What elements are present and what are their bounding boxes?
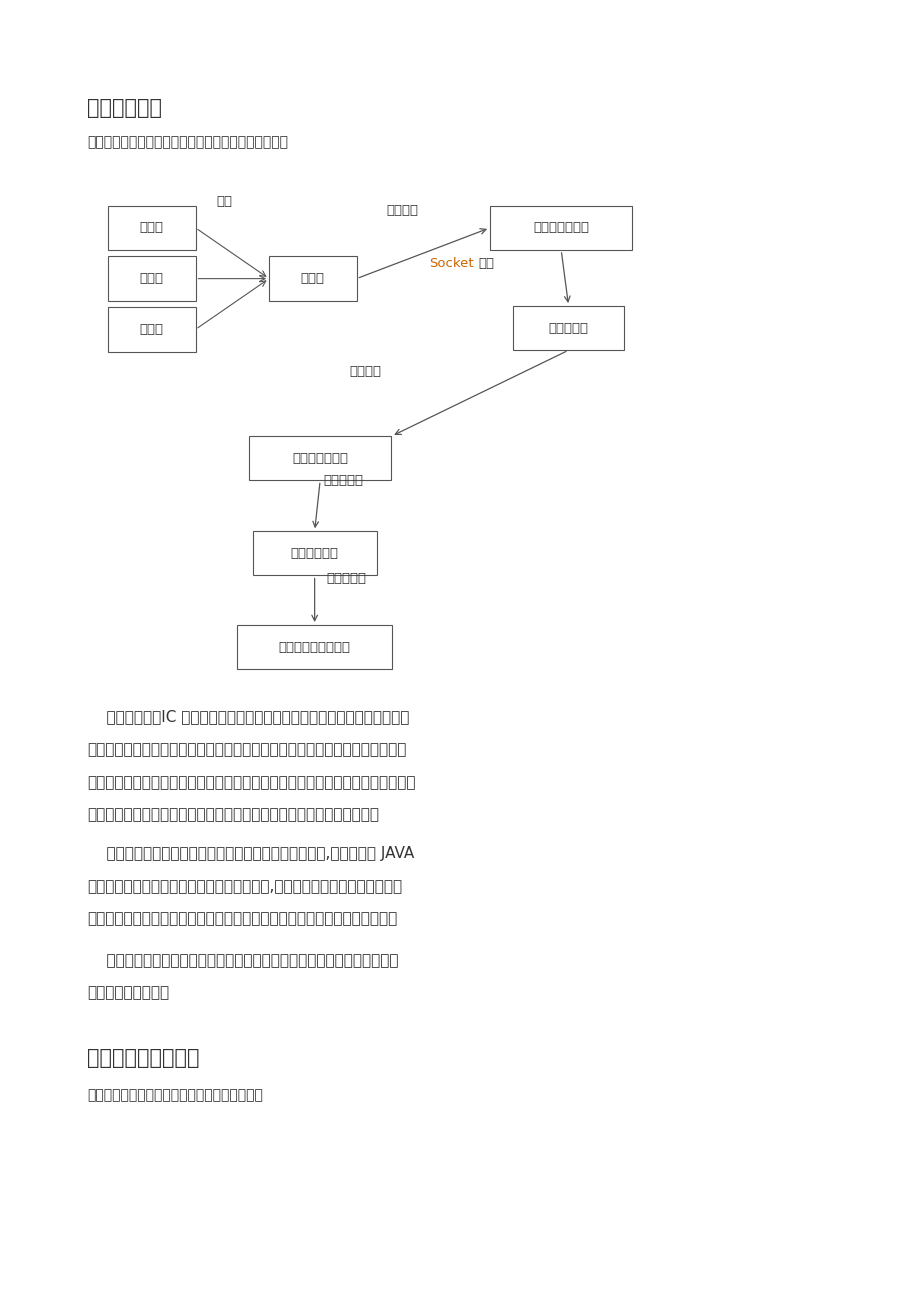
Text: 三、总体方案: 三、总体方案 [87,98,163,117]
Text: 学校管理部门负责考勤管理的人员利用以上设备和软件即可实现对学生的: 学校管理部门负责考勤管理的人员利用以上设备和软件即可实现对学生的 [87,953,399,969]
Text: 负责考勤管理的老师: 负责考勤管理的老师 [278,641,350,654]
Text: 数据储存: 数据储存 [349,365,381,378]
Text: 四、硬件与软件设计: 四、硬件与软件设计 [87,1048,199,1068]
Text: 基于物联网技术的校园卡考勤系统硬件逻辑图：: 基于物联网技术的校园卡考勤系统硬件逻辑图： [87,1088,263,1103]
Text: 数据库访问: 数据库访问 [323,474,363,487]
Text: 考勤管理软件: 考勤管理软件 [290,547,338,560]
FancyBboxPatch shape [237,625,391,669]
FancyBboxPatch shape [489,206,632,250]
Text: 远程服务器: 远程服务器 [548,322,588,335]
Text: 终端设备、远程服务器、学生考勤信息统计与管理用计算机等硬件设备。: 终端设备、远程服务器、学生考勤信息统计与管理用计算机等硬件设备。 [87,807,379,823]
Text: 括以下几个部分：一个学生考勤信息统计与管理中心和多个单独设置的学生考勤: 括以下几个部分：一个学生考勤信息统计与管理中心和多个单独设置的学生考勤 [87,742,406,758]
Text: 点。其中：学生考勤信息统计与管理中心主要包括了学生考勤用的校园卡考勤机、: 点。其中：学生考勤信息统计与管理中心主要包括了学生考勤用的校园卡考勤机、 [87,775,415,790]
Text: 校园卡: 校园卡 [140,323,164,336]
Text: 查询、管理: 查询、管理 [326,572,366,585]
Text: 语言与关系数据库技术进行系统的设计与开发,其主要的功能模块包括：用户信: 语言与关系数据库技术进行系统的设计与开发,其主要的功能模块包括：用户信 [87,879,403,894]
Text: 刷卡: 刷卡 [216,195,232,208]
Text: 设计并实现了一个基于物联网技术的学生考勤原型系统,该系统采用 JAVA: 设计并实现了一个基于物联网技术的学生考勤原型系统,该系统采用 JAVA [87,846,414,862]
Text: Socket: Socket [428,256,473,270]
Text: 校园卡: 校园卡 [140,221,164,234]
Text: 基于物联网技术的学生考勤系统网络拓扑结构如下图：: 基于物联网技术的学生考勤系统网络拓扑结构如下图： [87,135,288,150]
Text: 嵌入式终端设备: 嵌入式终端设备 [533,221,588,234]
Text: 息管理模块、考勤信息管理模块、校园卡信息管理模块、考勤系统设置模块。: 息管理模块、考勤信息管理模块、校园卡信息管理模块、考勤系统设置模块。 [87,911,397,927]
Text: 日常考勤管理工作。: 日常考勤管理工作。 [87,986,169,1001]
FancyBboxPatch shape [513,306,623,350]
FancyBboxPatch shape [252,531,377,575]
Text: 校园卡: 校园卡 [140,272,164,285]
FancyBboxPatch shape [269,256,357,301]
Text: 通讯: 通讯 [478,256,494,270]
FancyBboxPatch shape [108,256,196,301]
Text: 考勤管理数据库: 考勤管理数据库 [292,452,347,465]
FancyBboxPatch shape [108,307,196,352]
Text: 考勤机: 考勤机 [301,272,324,285]
Text: 采集数据: 采集数据 [386,204,418,217]
FancyBboxPatch shape [248,436,391,480]
Text: 基于校园卡（IC 非接触式智能卡）的学生到课情况统计与考勤系统主要包: 基于校园卡（IC 非接触式智能卡）的学生到课情况统计与考勤系统主要包 [87,710,409,725]
FancyBboxPatch shape [108,206,196,250]
